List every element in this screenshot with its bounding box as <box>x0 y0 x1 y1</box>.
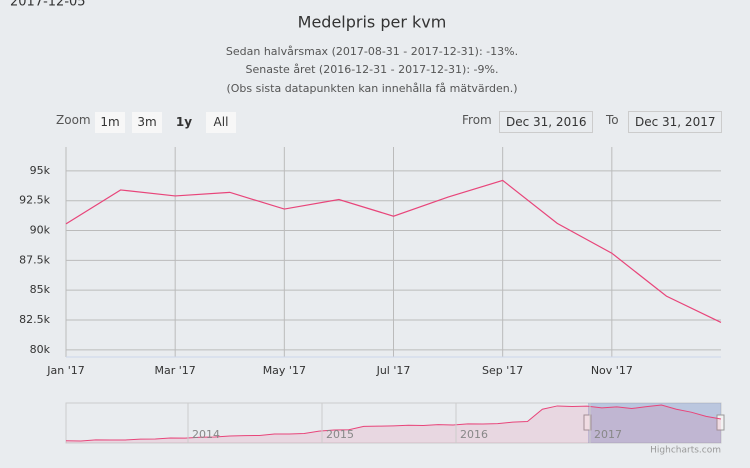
zoom-button[interactable]: 3m <box>132 112 162 133</box>
navigator-year: 2015 <box>326 428 354 441</box>
y-tick-label: 82.5k <box>19 313 50 326</box>
x-tick-label: Nov '17 <box>591 364 633 377</box>
navigator-year: 2017 <box>594 428 622 441</box>
credits[interactable]: Highcharts.com <box>650 446 721 456</box>
zoom-button[interactable]: 1m <box>95 112 125 133</box>
line <box>65 179 722 323</box>
y-tick-label: 80k <box>30 343 51 356</box>
subtitle: (Obs sista datapunkten kan innehålla få … <box>226 82 517 95</box>
navigator-handle[interactable] <box>716 414 725 431</box>
to-input[interactable]: Dec 31, 2017 <box>628 111 723 133</box>
from-input[interactable]: Dec 31, 2016 <box>499 111 594 133</box>
y-tick-label: 90k <box>30 224 51 237</box>
y-tick-label: 95k <box>30 164 51 177</box>
zoom-label: Zoom <box>56 113 91 127</box>
top-text: 2017-12-05 <box>10 0 86 10</box>
chart-title: Medelpris per kvm <box>298 13 447 32</box>
navigator-line <box>65 404 722 442</box>
x-tick-label: Jul '17 <box>376 364 411 377</box>
y-tick-label: 85k <box>30 283 51 296</box>
x-tick-label: Sep '17 <box>482 364 523 377</box>
navigator-year: 2014 <box>192 428 220 441</box>
navigator-year: 2016 <box>460 428 488 441</box>
from-label: From <box>462 113 492 127</box>
to-label: To <box>606 113 619 127</box>
y-tick-label: 87.5k <box>19 253 50 266</box>
navigator-mask[interactable] <box>588 403 721 443</box>
subtitle: Sedan halvårsmax (2017-08-31 - 2017-12-3… <box>226 45 518 58</box>
navigator-area <box>66 405 721 443</box>
y-tick-label: 92.5k <box>19 194 50 207</box>
zoom-button[interactable]: All <box>206 112 236 133</box>
x-tick-label: Jan '17 <box>46 364 84 377</box>
x-tick-label: May '17 <box>263 364 306 377</box>
subtitle: Senaste året (2016-12-31 - 2017-12-31): … <box>246 63 499 76</box>
zoom-button[interactable]: 1y <box>169 112 199 133</box>
x-tick-label: Mar '17 <box>155 364 196 377</box>
navigator-handle[interactable] <box>583 414 592 431</box>
